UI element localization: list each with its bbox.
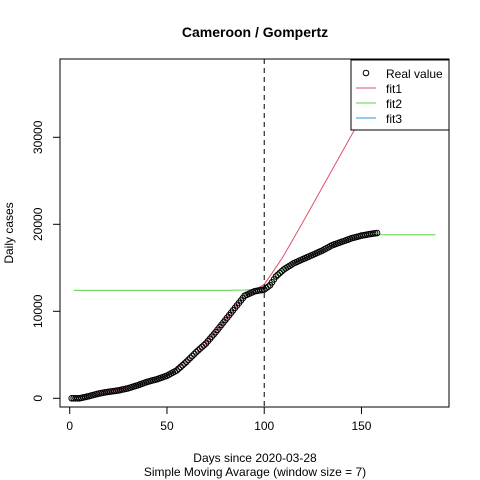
real-value-point xyxy=(187,354,194,362)
real-value-point xyxy=(173,367,180,374)
real-value-point xyxy=(276,269,284,277)
legend-key-real-value xyxy=(362,69,370,77)
real-value-point xyxy=(373,229,381,237)
x-axis-sublabel: Simple Moving Avarage (window size = 7) xyxy=(144,465,366,479)
x-tick-label: 150 xyxy=(351,419,371,433)
real-value-point xyxy=(185,356,192,364)
y-tick-label: 10000 xyxy=(31,294,45,328)
real-value-point xyxy=(192,348,200,356)
real-value-point xyxy=(183,358,190,366)
x-axis: 0 50 100 150 xyxy=(66,406,372,433)
x-tick-label: 100 xyxy=(254,419,274,433)
real-value-point xyxy=(198,343,206,351)
real-value-point xyxy=(272,273,280,280)
real-value-point xyxy=(264,283,272,290)
real-value-point xyxy=(194,347,202,354)
real-value-point xyxy=(177,363,184,371)
real-value-point xyxy=(181,360,188,367)
y-axis-label: Daily cases xyxy=(2,202,16,263)
legend: Real value fit1 fit2 fit3 xyxy=(350,59,450,131)
x-axis-label: Days since 2020-03-28 xyxy=(193,451,317,465)
y-tick-label: 30000 xyxy=(31,120,45,154)
legend-label-fit3: fit3 xyxy=(386,112,402,126)
y-axis: 0 10000 20000 30000 xyxy=(31,120,61,402)
real-value-point xyxy=(200,341,208,349)
fit2-series xyxy=(73,234,436,291)
fit2-line xyxy=(73,234,436,291)
legend-label-real-value: Real value xyxy=(386,67,443,81)
real-value-point xyxy=(274,271,282,279)
real-value-point xyxy=(175,365,182,373)
x-tick-label: 50 xyxy=(160,419,174,433)
chart-title: Cameroon / Gompertz xyxy=(182,24,328,40)
real-value-point xyxy=(179,361,186,369)
y-tick-label: 0 xyxy=(31,395,45,402)
real-value-point xyxy=(190,350,198,358)
real-value-point xyxy=(196,345,204,353)
real-value-series xyxy=(68,229,381,402)
y-tick-label: 20000 xyxy=(31,207,45,241)
x-tick-label: 0 xyxy=(66,419,73,433)
legend-label-fit1: fit1 xyxy=(386,82,402,96)
legend-label-fit2: fit2 xyxy=(386,97,402,111)
real-value-point xyxy=(188,352,196,360)
